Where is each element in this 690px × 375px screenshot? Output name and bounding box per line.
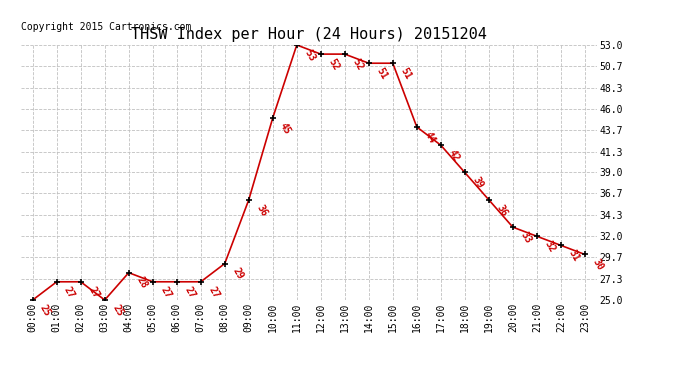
Title: THSW Index per Hour (24 Hours) 20151204: THSW Index per Hour (24 Hours) 20151204 — [131, 27, 486, 42]
Text: 51: 51 — [375, 66, 389, 81]
Text: 45: 45 — [278, 121, 293, 136]
Text: 42: 42 — [446, 148, 461, 163]
Text: 39: 39 — [471, 175, 485, 190]
Text: 28: 28 — [135, 276, 149, 291]
Text: 36: 36 — [255, 202, 269, 218]
Text: 53: 53 — [302, 48, 317, 63]
Text: 27: 27 — [206, 285, 221, 300]
Text: 29: 29 — [230, 266, 245, 282]
Text: 51: 51 — [398, 66, 413, 81]
Text: 25: 25 — [38, 303, 53, 318]
Text: 33: 33 — [518, 230, 533, 245]
Text: 27: 27 — [86, 285, 101, 300]
Text: 27: 27 — [182, 285, 197, 300]
Text: 52: 52 — [351, 57, 365, 72]
Text: 52: 52 — [326, 57, 341, 72]
Text: 25: 25 — [110, 303, 125, 318]
Text: Copyright 2015 Cartronics.com: Copyright 2015 Cartronics.com — [21, 22, 191, 33]
Text: 27: 27 — [158, 285, 172, 300]
Text: 44: 44 — [422, 130, 437, 145]
Text: 30: 30 — [591, 257, 605, 272]
Text: 36: 36 — [494, 202, 509, 218]
Text: 32: 32 — [542, 239, 557, 254]
Text: 27: 27 — [62, 285, 77, 300]
Text: 31: 31 — [566, 248, 581, 263]
Text: THSW  (°F): THSW (°F) — [509, 28, 568, 38]
